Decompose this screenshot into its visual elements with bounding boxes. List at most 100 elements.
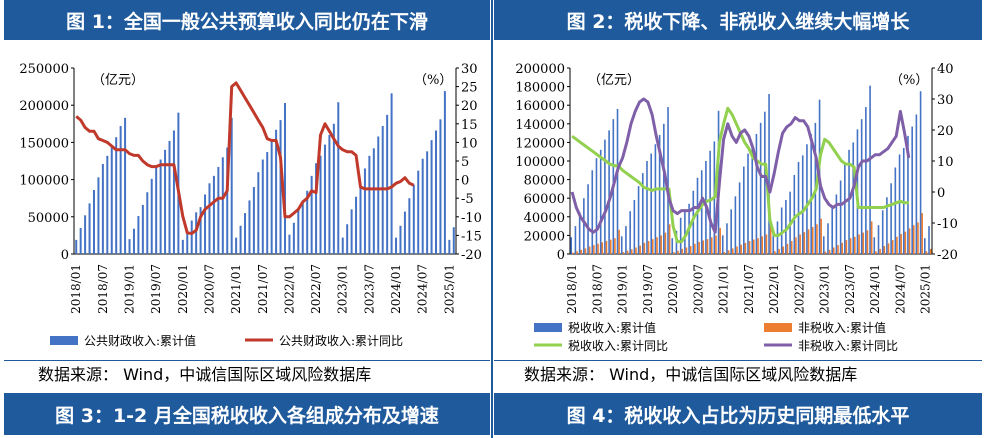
bar: [306, 190, 309, 254]
bar: [292, 222, 295, 254]
bar: [790, 240, 793, 254]
bar: [684, 209, 686, 254]
x-tick-label: 2025/01: [919, 264, 933, 314]
bar: [860, 119, 863, 255]
bar: [751, 146, 754, 254]
bar: [668, 224, 671, 254]
bar: [403, 211, 406, 254]
bar: [854, 236, 856, 254]
bar: [620, 236, 623, 254]
bar: [580, 249, 583, 254]
bar: [616, 108, 619, 254]
bar: [807, 229, 810, 254]
bar: [430, 140, 433, 254]
bar: [212, 175, 215, 254]
bar: [774, 251, 776, 254]
left-tick-label: 250000: [19, 62, 69, 77]
bar: [408, 198, 411, 254]
bar: [656, 237, 658, 254]
left-tick-label: 100000: [19, 174, 69, 189]
bar: [363, 168, 366, 254]
bar: [248, 200, 251, 254]
bar: [328, 134, 331, 254]
bar: [768, 94, 770, 254]
bar: [848, 149, 850, 254]
bar: [270, 140, 273, 254]
bar: [119, 126, 122, 254]
figure-3-header: 图 3：1-2 月全国税收收入各组成分布及增速: [4, 393, 490, 435]
bar: [875, 251, 877, 254]
bar: [753, 239, 755, 254]
left-tick-label: 140000: [515, 118, 565, 133]
bar: [801, 155, 804, 254]
bar: [870, 221, 873, 254]
legend-swatch: [764, 323, 792, 332]
x-tick-label: 2018/01: [565, 264, 579, 314]
bar: [643, 242, 646, 254]
bar: [301, 200, 304, 254]
right-tick-label: 30: [461, 62, 478, 77]
bar: [204, 194, 207, 254]
bar: [654, 144, 657, 254]
x-tick-label: 2019/01: [616, 264, 630, 314]
figure-2-header: 图 2：税收下降、非税收入继续大幅增长: [494, 0, 982, 40]
bar: [780, 207, 783, 254]
bar: [368, 155, 371, 254]
bar: [601, 242, 604, 254]
bar: [443, 91, 446, 254]
bar: [588, 246, 591, 254]
left-tick-label: 40000: [524, 211, 565, 226]
right-unit-label: （%）: [890, 73, 928, 88]
bar: [168, 140, 171, 254]
bar: [797, 161, 800, 254]
figure-4-header: 图 4：税收收入占比为历史同期最低水平: [494, 393, 982, 435]
left-tick-label: 160000: [515, 99, 565, 114]
bar: [912, 225, 915, 254]
legend-label: 公共财政收入:累计同比: [279, 334, 403, 348]
x-tick-label: 2021/01: [229, 264, 243, 314]
bar: [75, 239, 78, 254]
x-tick-label: 2021/01: [717, 264, 731, 314]
figure-1-header: 图 1：全国一般公共预算收入同比仍在下滑: [4, 0, 490, 40]
bar: [115, 137, 118, 254]
bar: [641, 173, 644, 254]
bar: [795, 237, 797, 254]
right-tick-label: 0: [937, 186, 945, 201]
bar: [622, 252, 625, 254]
left-unit-label: （亿元）: [92, 73, 144, 88]
bar: [928, 226, 930, 254]
right-tick-label: 5: [461, 155, 469, 170]
bar: [715, 235, 717, 254]
bar: [721, 235, 724, 254]
legend-label: 公共财政收入:累计值: [84, 333, 196, 348]
bar: [439, 119, 442, 254]
bar: [761, 236, 764, 254]
bar: [785, 200, 787, 254]
bar: [679, 217, 682, 254]
bar: [743, 166, 745, 254]
bar: [759, 122, 762, 255]
bar: [355, 196, 358, 254]
bar: [195, 212, 198, 254]
bar: [377, 136, 380, 254]
bar: [685, 247, 688, 254]
bar: [217, 166, 220, 254]
x-tick-label: 2018/07: [590, 264, 604, 314]
bar: [896, 236, 898, 254]
bar: [831, 207, 833, 254]
x-tick-label: 2022/01: [282, 264, 296, 314]
bar: [824, 251, 827, 254]
left-tick-label: 100000: [515, 155, 565, 170]
bar: [891, 240, 894, 254]
bar: [921, 213, 923, 254]
bar: [412, 184, 415, 254]
bar: [88, 203, 91, 254]
bar: [898, 154, 901, 254]
bar: [323, 144, 326, 254]
bar: [738, 182, 741, 254]
bar: [346, 224, 349, 254]
x-tick-label: 2024/01: [868, 264, 882, 314]
bar: [681, 248, 684, 254]
bar: [793, 174, 796, 254]
x-tick-label: 2023/07: [362, 264, 376, 314]
